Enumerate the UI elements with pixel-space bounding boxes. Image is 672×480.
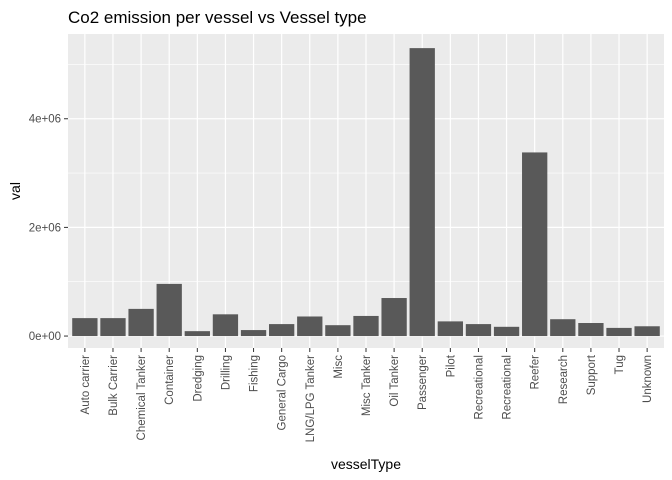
- bar: [465, 324, 492, 337]
- y-tick-label: 2e+06: [29, 222, 61, 234]
- bar: [269, 324, 295, 337]
- gridlines: [68, 34, 664, 348]
- bar: [212, 314, 239, 337]
- x-tick-label: Unknown: [642, 355, 654, 403]
- y-axis: 0e+00 2e+06 4e+06: [29, 114, 68, 343]
- x-tick-label: Chemical Tanker: [136, 355, 148, 441]
- bar: [240, 330, 267, 337]
- x-tick-label: Bulk Carrier: [108, 355, 120, 416]
- x-tick-label: Reefer: [530, 355, 542, 390]
- bar: [493, 326, 520, 337]
- y-tick-label: 0e+00: [29, 331, 61, 343]
- bar: [522, 152, 548, 337]
- bar: [100, 318, 126, 337]
- bar: [409, 48, 435, 337]
- bar: [72, 318, 98, 337]
- x-tick-label: Research: [558, 355, 570, 404]
- x-tick-label: Oil Tanker: [389, 355, 401, 407]
- x-tick-label: Drilling: [220, 355, 232, 390]
- x-tick-label: Recreational: [473, 355, 485, 420]
- bar: [578, 323, 604, 337]
- x-tick-label: General Cargo: [277, 355, 289, 430]
- bar: [297, 316, 323, 337]
- y-tick-label: 4e+06: [29, 114, 61, 126]
- bar: [156, 283, 182, 337]
- x-tick-label: Pilot: [445, 354, 457, 377]
- x-tick-label: Container: [164, 355, 176, 405]
- x-tick-label: Dredging: [192, 355, 204, 402]
- bar: [634, 326, 660, 337]
- x-axis-title: vesselType: [331, 456, 401, 472]
- bar: [606, 327, 632, 337]
- x-tick-label: Auto carrier: [80, 355, 92, 415]
- bar: [437, 321, 463, 337]
- x-tick-label: Misc: [333, 355, 345, 379]
- x-axis: Auto carrier Bulk Carrier Chemical Tanker C…: [80, 348, 654, 442]
- x-tick-label: Fishing: [249, 355, 261, 392]
- y-axis-title: val: [7, 182, 23, 200]
- bar: [550, 319, 576, 337]
- x-tick-label: Recreational: [502, 355, 514, 420]
- x-tick-label: Tug: [614, 355, 626, 374]
- x-tick-label: Passenger: [417, 355, 429, 410]
- bar: [353, 315, 379, 337]
- bar: [128, 308, 154, 337]
- x-tick-label: Misc Tanker: [361, 355, 373, 416]
- x-tick-label: Support: [586, 354, 598, 395]
- bar: [184, 331, 210, 337]
- bar: [381, 298, 407, 337]
- bar: [325, 325, 351, 337]
- x-tick-label: LNG/LPG Tanker: [305, 355, 317, 443]
- chart-title: Co2 emission per vessel vs Vessel type: [68, 8, 367, 27]
- bars: [72, 48, 660, 337]
